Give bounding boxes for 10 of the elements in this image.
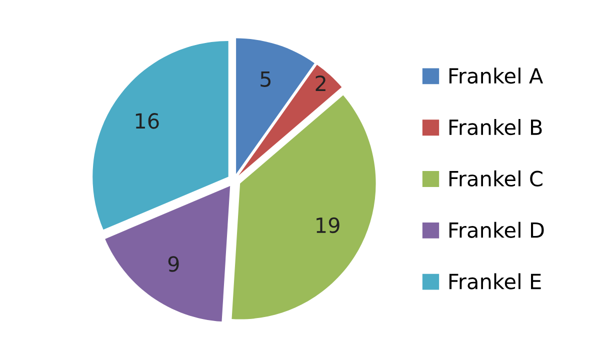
data-label: 5 <box>260 71 270 87</box>
legend-label: Frankel C <box>449 170 542 187</box>
data-label: 2 <box>316 75 326 91</box>
legend-label: Frankel E <box>449 273 541 290</box>
data-label: 16 <box>136 113 159 129</box>
legend-label: Frankel B <box>449 119 542 136</box>
data-label: 19 <box>316 217 340 234</box>
legend-label: Frankel A <box>449 68 544 84</box>
data-label: 9 <box>168 256 179 272</box>
legend-label: Frankel D <box>449 222 544 238</box>
